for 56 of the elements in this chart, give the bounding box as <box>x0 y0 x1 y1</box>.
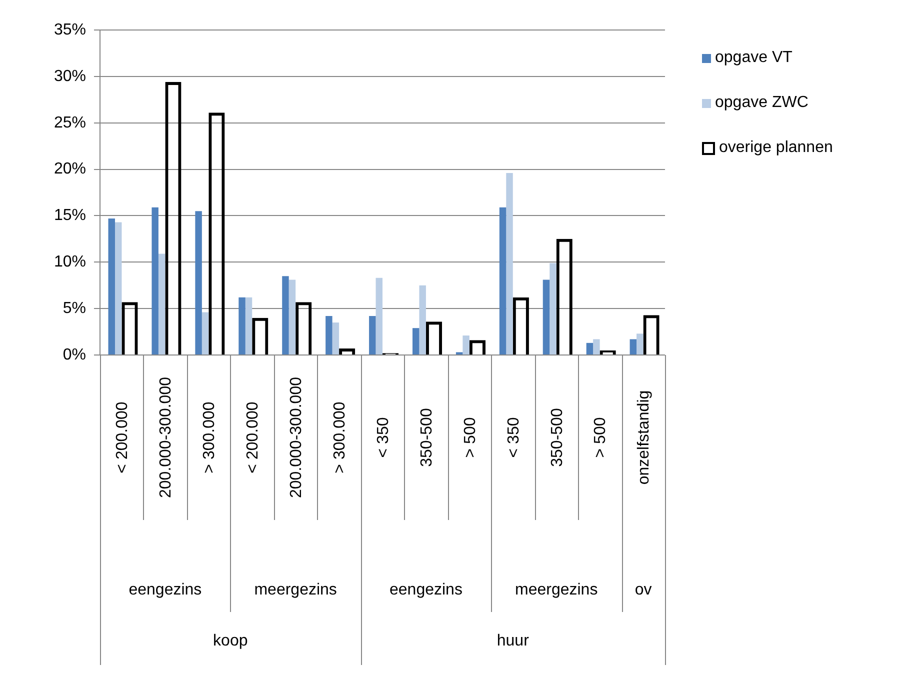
text: eengezins <box>128 581 202 598</box>
bar <box>550 263 556 354</box>
bar <box>108 218 115 354</box>
text: meergezins <box>514 581 598 598</box>
x-tick-label: > 500 <box>592 417 610 458</box>
bar <box>288 280 296 354</box>
bar <box>195 211 202 354</box>
x-tick-label: onzelfstandig <box>636 390 653 485</box>
bar <box>245 297 252 354</box>
x-tick-label: > 500 <box>462 417 479 458</box>
x-tick-label: < 350 <box>374 417 392 458</box>
y-tick-label: 30% <box>54 68 86 85</box>
bar <box>326 316 332 354</box>
bar <box>586 342 594 354</box>
x-tick-label: 350-500 <box>548 408 566 467</box>
bar <box>282 276 289 354</box>
bar <box>332 322 340 354</box>
y-tick-label: 20% <box>54 160 86 178</box>
y-tick-label: 25% <box>54 114 86 132</box>
y-tick-label: 0% <box>62 346 86 364</box>
bar <box>593 339 600 354</box>
bar <box>238 297 246 354</box>
y-tick-label: 10% <box>54 254 86 271</box>
y-tick-label: 15% <box>54 207 86 224</box>
bar <box>202 312 209 354</box>
y-tick-label: 5% <box>62 300 86 317</box>
x-tick-label: > 300.000 <box>331 402 348 474</box>
legend-label: opgave VT <box>715 49 792 67</box>
bar <box>636 334 644 354</box>
x-tick-label: 200.000-300.000 <box>288 376 305 498</box>
legend-label: overige plannen <box>719 139 833 157</box>
bar <box>376 278 382 354</box>
bar <box>412 328 420 354</box>
bar <box>158 254 166 354</box>
bar <box>506 173 513 354</box>
bar <box>462 336 470 354</box>
x-tick-label: < 200.000 <box>244 402 262 474</box>
bar <box>419 285 426 354</box>
bar <box>630 339 637 354</box>
x-tick-label: < 200.000 <box>114 402 132 474</box>
bar <box>114 222 122 354</box>
text: ov <box>634 581 652 598</box>
x-tick-label: 200.000-300.000 <box>158 376 175 498</box>
y-tick-label: 35% <box>54 21 86 38</box>
legend-label: opgave ZWC <box>715 94 808 112</box>
x-tick-label: > 300.000 <box>201 402 218 474</box>
text: koop <box>213 632 248 650</box>
bar <box>152 207 158 354</box>
bar <box>542 280 550 354</box>
x-tick-label: 350-500 <box>418 408 436 467</box>
bar <box>369 316 376 354</box>
x-tick-label: < 350 <box>505 417 522 458</box>
text: meergezins <box>254 581 337 598</box>
bar <box>499 207 506 354</box>
text: huur <box>496 632 530 650</box>
text: eengezins <box>389 581 462 598</box>
